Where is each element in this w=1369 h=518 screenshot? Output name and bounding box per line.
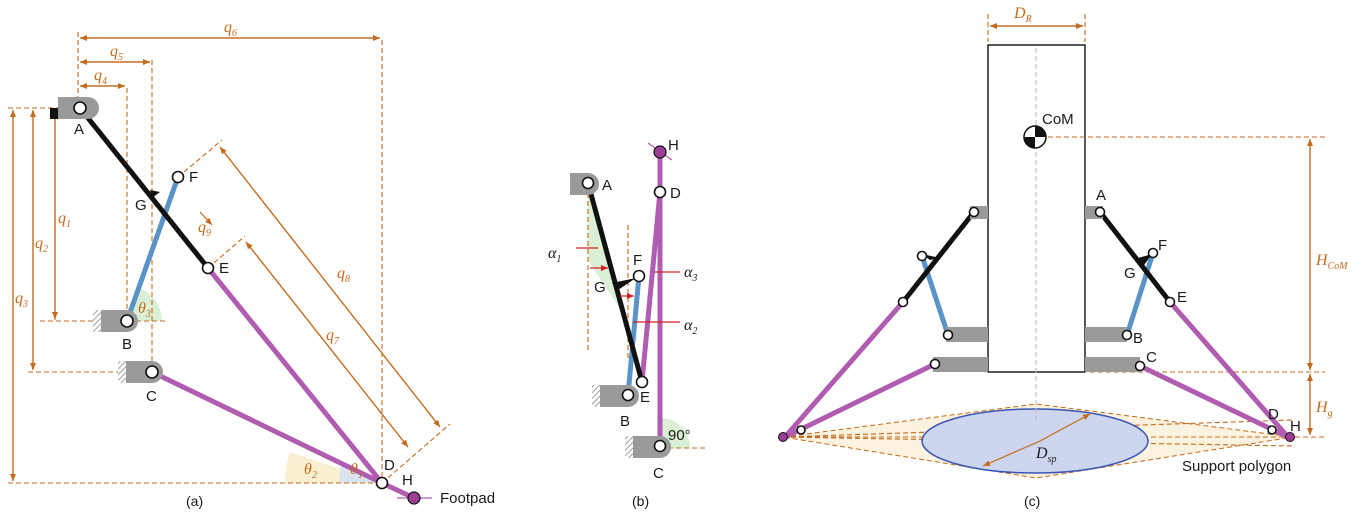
svg-text:θ2: θ2	[304, 461, 317, 481]
b-label-B: B	[620, 413, 630, 430]
a-q7: q	[326, 327, 334, 344]
caption-c: (c)	[1024, 493, 1040, 509]
a-label-F: F	[189, 169, 198, 186]
a-label-H: H	[402, 472, 413, 489]
panel-b: A B C D E F G H α1 α2 α3 90° (b)	[548, 137, 705, 509]
a-theta1-sub: 1	[358, 470, 363, 481]
com-symbol	[1023, 125, 1047, 149]
b-label-F: F	[633, 252, 642, 269]
c-hg-sub: g	[1328, 408, 1333, 419]
a-theta2: θ	[304, 461, 312, 478]
a-label-C: C	[146, 388, 157, 405]
a-label-D: D	[384, 457, 395, 474]
c-label-A: A	[1096, 187, 1106, 204]
c-label-H: H	[1290, 418, 1301, 435]
svg-text:q7: q7	[326, 327, 340, 347]
a-q1: q	[58, 210, 66, 227]
c-dr-sub: R	[1025, 14, 1032, 25]
svg-text:q3: q3	[15, 290, 28, 310]
c-label-G: G	[1124, 265, 1136, 282]
b-alpha2-sub: 2	[692, 326, 697, 337]
svg-text:θ3: θ3	[138, 300, 151, 320]
footpad-label: Footpad	[440, 490, 495, 507]
svg-text:q6: q6	[224, 19, 237, 39]
a-label-G: G	[135, 197, 147, 214]
a-q7-sub: 7	[334, 336, 340, 347]
svg-text:q8: q8	[337, 265, 350, 285]
b-alpha2: α	[684, 317, 693, 334]
c-label-F: F	[1158, 237, 1167, 254]
support-ellipse	[921, 408, 1149, 474]
c-label-D: D	[1268, 406, 1279, 423]
svg-text:Hg: Hg	[1315, 399, 1333, 419]
b-alpha3-sub: 3	[691, 273, 697, 284]
caption-b: (b)	[632, 493, 649, 509]
c-label-B: B	[1133, 330, 1143, 347]
a-q2: q	[35, 235, 43, 252]
svg-text:q1: q1	[58, 210, 71, 230]
svg-text:q5: q5	[110, 43, 123, 63]
footpad-a	[407, 491, 421, 505]
a-q6-sub: 6	[232, 28, 237, 39]
panel-c: A B C D E F G H CoM DR HCoM Hg Dsp Suppo…	[778, 5, 1348, 509]
svg-text:α2: α2	[684, 317, 697, 337]
a-q4: q	[94, 67, 102, 84]
c-dsp: D	[1035, 445, 1048, 462]
c-dr: D	[1013, 5, 1026, 22]
c-hcom: H	[1315, 252, 1329, 269]
svg-text:α1: α1	[548, 245, 561, 265]
a-q9-sub: 9	[206, 228, 211, 239]
a-theta2-sub: 2	[312, 470, 317, 481]
a-label-B: B	[122, 336, 132, 353]
b-alpha1-sub: 1	[556, 254, 561, 265]
svg-text:q2: q2	[35, 235, 48, 255]
b-label-E: E	[640, 389, 650, 406]
theta3-wedge	[127, 288, 163, 321]
svg-text:DR: DR	[1013, 5, 1032, 25]
a-theta3: θ	[138, 300, 146, 317]
c-label-C: C	[1146, 349, 1157, 366]
a-q5-sub: 5	[118, 52, 123, 63]
svg-text:HCoM: HCoM	[1315, 252, 1348, 272]
a-q3-sub: 3	[22, 299, 28, 310]
support-polygon-label: Support polygon	[1182, 458, 1291, 475]
svg-text:q4: q4	[94, 67, 107, 87]
b-alpha3: α	[684, 264, 693, 281]
b-label-D: D	[670, 185, 681, 202]
svg-text:θ1: θ1	[350, 461, 363, 481]
b-alpha1: α	[548, 245, 557, 262]
b-label-G: G	[594, 279, 606, 296]
c-dsp-sub: sp	[1048, 454, 1057, 465]
a-label-E: E	[219, 260, 229, 277]
b-right-angle: 90°	[668, 427, 691, 444]
a-q8-sub: 8	[345, 274, 350, 285]
b-label-H: H	[668, 137, 679, 154]
a-theta3-sub: 3	[145, 309, 151, 320]
caption-a: (a)	[186, 493, 203, 509]
b-label-A: A	[602, 177, 612, 194]
svg-text:q9: q9	[198, 219, 211, 239]
a-q2-sub: 2	[43, 244, 48, 255]
a-q1-sub: 1	[66, 219, 71, 230]
svg-text:Dsp: Dsp	[1035, 445, 1056, 465]
c-hcom-sub: CoM	[1328, 261, 1349, 272]
a-q5: q	[110, 43, 118, 60]
c-label-E: E	[1177, 289, 1187, 306]
a-q8: q	[337, 265, 345, 282]
com-label: CoM	[1042, 111, 1074, 128]
c-hg: H	[1315, 399, 1329, 416]
a-q3: q	[15, 290, 23, 307]
a-q6: q	[224, 19, 232, 36]
b-label-C: C	[653, 465, 664, 482]
svg-text:α3: α3	[684, 264, 697, 284]
a-q9: q	[198, 219, 206, 236]
a-q4-sub: 4	[102, 76, 107, 87]
a-label-A: A	[74, 121, 84, 138]
panel-a: A B C D E F G H Footpad q1 q2 q3 q4 q5 q…	[8, 19, 495, 509]
a-theta1: θ	[350, 461, 358, 478]
